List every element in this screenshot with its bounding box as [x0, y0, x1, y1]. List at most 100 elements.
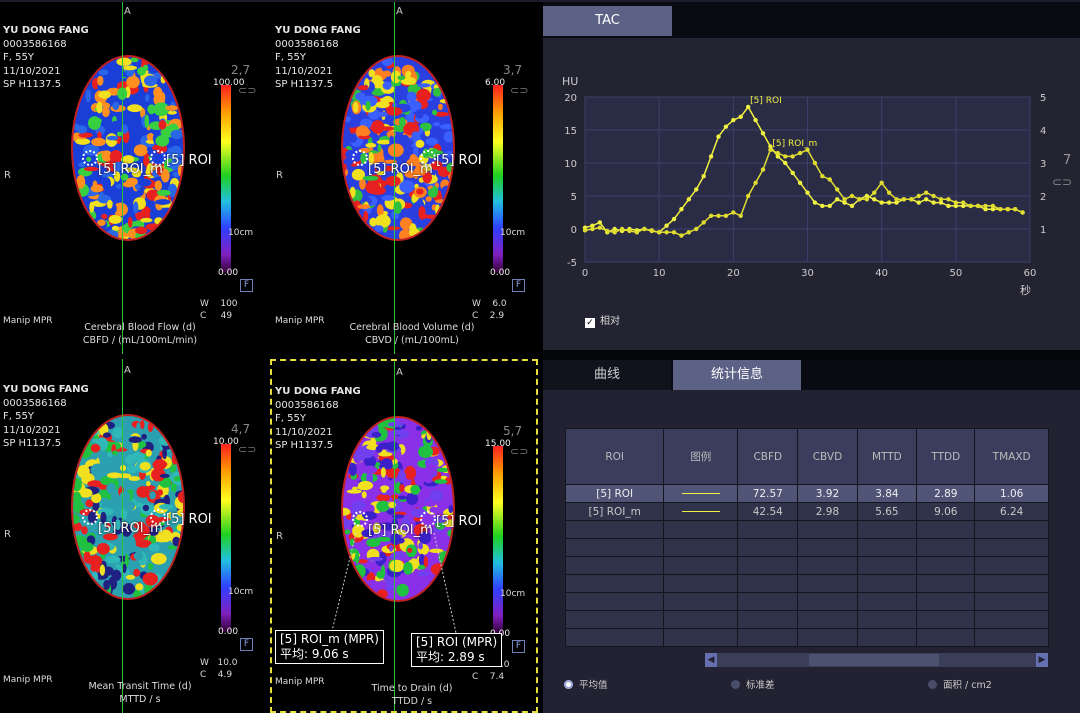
link-icon[interactable]: ⊂⊃ [238, 443, 257, 456]
map-unit: CBVD / (mL/100mL) [365, 335, 459, 346]
data-point [642, 226, 647, 232]
cell-tmaxd: 6.24 [974, 502, 1049, 521]
column-header[interactable]: TTDD [916, 428, 976, 485]
cell-mttd: 3.84 [856, 484, 918, 503]
filter-toggle[interactable]: F [512, 279, 525, 292]
cell-ttdd: 9.06 [916, 502, 976, 521]
column-header[interactable]: ROI [564, 428, 665, 485]
column-header[interactable]: CBVD [797, 428, 858, 485]
data-point [1012, 207, 1018, 212]
orientation-top: A [124, 6, 131, 17]
roi-callout[interactable]: [5] ROI (MPR) 平均: 2.89 s [411, 633, 503, 667]
data-point [923, 197, 929, 202]
relative-checkbox[interactable]: ✓ 相对 [585, 316, 620, 328]
table-scrollbar[interactable]: ◀ ▶ [705, 653, 1048, 667]
filter-toggle[interactable]: F [512, 640, 525, 653]
table-row[interactable]: [5] ROI_m 42.54 2.98 5.65 9.06 6.24 [564, 502, 1049, 521]
viewport-2[interactable]: A R YU DONG FANG 0003586168 F, 55Y 11/10… [272, 0, 540, 354]
brain-perfusion-map [71, 55, 185, 241]
link-icon[interactable]: ⊂⊃ [238, 84, 257, 97]
table-row[interactable] [564, 556, 1049, 575]
series-label: [5] ROI [750, 96, 782, 106]
legend-swatch [681, 492, 720, 495]
data-point [597, 220, 603, 225]
study-date: 11/10/2021 [275, 426, 333, 438]
empty-cell [974, 574, 1049, 593]
scroll-right-arrow[interactable]: ▶ [1036, 653, 1048, 667]
tab-statistics[interactable]: 统计信息 [673, 360, 801, 390]
radio-dot-icon [928, 680, 937, 689]
table-row[interactable] [564, 538, 1049, 557]
manip-label: Manip MPR [275, 677, 325, 687]
radio-dot-icon [564, 680, 573, 689]
data-point [716, 134, 721, 139]
table-header-row: ROI 图例 CBFD CBVD MTTD TTDD TMAXD [564, 428, 1049, 485]
filter-toggle[interactable]: F [240, 638, 253, 651]
viewport-1[interactable]: A R YU DONG FANG 0003586168 F, 55Y 11/10… [0, 0, 268, 354]
crosshair-line[interactable] [394, 361, 395, 711]
manip-label: Manip MPR [275, 316, 325, 326]
cell-tmaxd: 1.06 [974, 484, 1049, 503]
color-scale-bar [493, 446, 503, 634]
data-point [745, 104, 751, 110]
data-point [694, 226, 699, 232]
column-header[interactable]: TMAXD [974, 428, 1049, 485]
empty-cell [663, 538, 739, 557]
empty-cell [797, 574, 858, 593]
data-point [879, 200, 884, 205]
filter-toggle[interactable]: F [240, 279, 253, 292]
table-row[interactable] [564, 628, 1049, 647]
link-icon[interactable]: ⊂⊃ [510, 84, 529, 97]
column-header[interactable]: 图例 [663, 428, 739, 485]
empty-cell [916, 610, 976, 629]
y2-tick-label: 2 [1040, 192, 1046, 203]
manip-label: Manip MPR [3, 316, 53, 326]
data-point [708, 154, 714, 159]
table-row[interactable] [564, 610, 1049, 629]
scroll-thumb[interactable] [809, 654, 939, 666]
scale-length-label: 10cm [500, 589, 526, 599]
empty-cell [856, 610, 918, 629]
table-row[interactable] [564, 592, 1049, 611]
crosshair-line[interactable] [122, 359, 123, 713]
empty-cell [663, 610, 739, 629]
x-tick-label: 10 [653, 268, 666, 279]
data-point [760, 131, 766, 136]
scale-length-label: 10cm [228, 228, 254, 238]
data-point [649, 228, 654, 233]
empty-cell [663, 556, 739, 575]
empty-cell [663, 520, 739, 539]
viewport-4[interactable]: A R YU DONG FANG 0003586168 F, 55Y 11/10… [270, 359, 538, 713]
table-row[interactable] [564, 520, 1049, 539]
tab-tac[interactable]: TAC [543, 6, 672, 36]
tab-curve[interactable]: 曲线 [543, 360, 671, 390]
roi-m-label: [5] ROI_m [368, 162, 433, 177]
map-unit: CBFD / (mL/100mL/min) [82, 335, 198, 346]
roi-m-callout[interactable]: [5] ROI_m (MPR) 平均: 9.06 s [275, 630, 384, 664]
radio-stddev[interactable]: 标准差 [731, 677, 775, 691]
y2-tick-label: 3 [1040, 159, 1046, 170]
data-point [597, 225, 603, 230]
crosshair-line[interactable] [394, 0, 395, 354]
y2-tick-label: 5 [1040, 93, 1046, 104]
orientation-top: A [124, 365, 131, 376]
column-header[interactable]: MTTD [856, 428, 918, 485]
table-row[interactable] [564, 574, 1049, 593]
data-point [820, 203, 825, 209]
cell-legend [663, 502, 739, 521]
scale-min: 0.00 [218, 268, 239, 278]
scroll-left-arrow[interactable]: ◀ [705, 653, 717, 667]
link-icon[interactable]: ⊂⊃ [510, 445, 529, 458]
data-point [923, 190, 929, 195]
table-row[interactable]: [5] ROI 72.57 3.92 3.84 2.89 1.06 [564, 484, 1049, 503]
crosshair-line[interactable] [122, 0, 123, 354]
radio-mean[interactable]: 平均值 [564, 677, 608, 691]
link-icon[interactable]: ⊂⊃ [1052, 175, 1073, 189]
empty-cell [564, 628, 665, 647]
viewport-number: 4,7 [231, 422, 251, 436]
radio-area[interactable]: 面积 / cm2 [928, 677, 992, 691]
viewport-3[interactable]: A R YU DONG FANG 0003586168 F, 55Y 11/10… [0, 359, 268, 713]
empty-cell [856, 556, 918, 575]
column-header[interactable]: CBFD [737, 428, 799, 485]
callout-title: [5] ROI_m (MPR) [280, 632, 379, 646]
